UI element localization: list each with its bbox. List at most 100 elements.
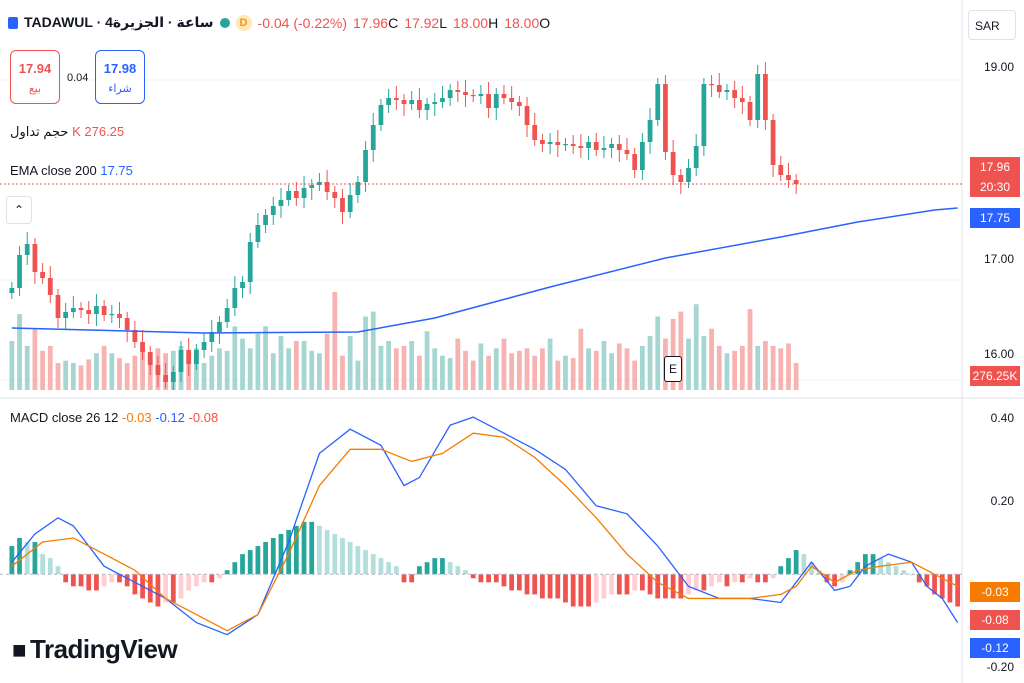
- candle-body: [455, 90, 461, 92]
- volume-bar: [232, 326, 238, 390]
- candle-body: [616, 144, 622, 150]
- volume-bar: [478, 343, 484, 390]
- candle-body: [286, 191, 292, 200]
- candle-body: [632, 154, 638, 170]
- candle-body: [147, 352, 153, 365]
- macd-tick: -0.20: [986, 660, 1014, 674]
- histogram-bar: [55, 566, 61, 575]
- candle-body: [578, 146, 584, 148]
- volume-bar: [378, 345, 384, 390]
- histogram-bar: [916, 574, 922, 583]
- candle-body: [393, 98, 399, 100]
- candle-body: [486, 94, 491, 108]
- volume-legend[interactable]: حجم تداول K 276.25: [10, 124, 124, 140]
- collapse-legend-button[interactable]: ⌃: [6, 196, 32, 224]
- ema-legend-label: EMA close 200: [10, 163, 97, 178]
- histogram-bar: [386, 562, 392, 575]
- volume-bar: [524, 348, 530, 390]
- candle-body: [693, 146, 699, 168]
- histogram-bar: [463, 570, 468, 575]
- buy-label: شراء: [108, 83, 132, 95]
- candle-body: [278, 200, 284, 206]
- volume-bar: [547, 338, 553, 390]
- histogram-bar: [101, 574, 107, 587]
- histogram-bar: [832, 574, 837, 587]
- histogram-bar: [639, 574, 645, 591]
- symbol-header: TADAWUL · 4ساعة · الجزيرة D -0.04 (-0.22…: [8, 14, 550, 31]
- candle-body: [647, 120, 653, 142]
- brand-name: TradingView: [30, 634, 178, 664]
- volume-bar: [578, 328, 584, 390]
- volume-bar: [739, 345, 745, 390]
- histogram-bar: [63, 574, 69, 583]
- candle-body: [770, 120, 776, 165]
- volume-bar: [286, 348, 292, 390]
- candle-body: [78, 308, 84, 310]
- histogram-bar: [909, 574, 914, 576]
- earnings-badge[interactable]: E: [664, 356, 682, 382]
- candle-body: [40, 272, 45, 278]
- buy-button[interactable]: 17.98 شراء: [95, 50, 145, 104]
- volume-bar: [655, 316, 661, 390]
- candle-body: [270, 206, 276, 215]
- volume-bar: [563, 355, 568, 390]
- histogram-bar: [132, 574, 138, 595]
- candle-body: [355, 182, 361, 195]
- ema-legend[interactable]: EMA close 200 17.75: [10, 163, 133, 178]
- volume-bar: [601, 341, 607, 390]
- change-value: -0.04 (-0.22%): [257, 14, 348, 31]
- volume-bar: [509, 353, 515, 390]
- histogram-bar: [332, 533, 338, 575]
- volume-legend-label: حجم تداول: [10, 124, 69, 139]
- histogram-bar: [124, 574, 130, 587]
- candle-body: [163, 375, 169, 382]
- candle-body: [32, 244, 38, 272]
- histogram-bar: [770, 574, 776, 579]
- histogram-bar: [355, 546, 361, 575]
- histogram-bar: [932, 574, 937, 595]
- macd-legend[interactable]: MACD close 26 12 -0.03 -0.12 -0.08: [10, 410, 218, 425]
- volume-bar: [632, 360, 638, 390]
- volume-bar: [555, 360, 561, 390]
- histogram-bar: [516, 574, 522, 591]
- sell-button[interactable]: 17.94 بيع: [10, 50, 60, 104]
- volume-bar: [486, 355, 491, 390]
- volume-bar: [778, 348, 784, 390]
- candle-body: [209, 332, 215, 342]
- candle-body: [132, 330, 138, 342]
- candle-body: [493, 94, 499, 108]
- volume-bar: [301, 341, 307, 390]
- candle-body: [447, 90, 453, 98]
- volume-bar: [763, 341, 768, 390]
- volume-bar: [140, 345, 145, 390]
- tv-logo-icon: ■: [12, 637, 27, 664]
- volume-tag: 276.25K: [970, 366, 1020, 386]
- volume-bar: [401, 345, 407, 390]
- histogram-bar: [255, 546, 261, 575]
- histogram-bar: [647, 574, 653, 595]
- histogram-bar: [293, 525, 299, 575]
- histogram-bar: [763, 574, 768, 583]
- currency-selector[interactable]: SAR: [968, 10, 1016, 40]
- candle-body: [509, 98, 515, 102]
- sell-price: 17.94: [18, 61, 52, 76]
- symbol-title[interactable]: TADAWUL · 4ساعة · الجزيرة: [24, 14, 214, 30]
- candle-body: [716, 85, 722, 92]
- volume-bar: [593, 350, 599, 390]
- candle-body: [432, 102, 438, 104]
- histogram-bar: [409, 574, 415, 583]
- volume-bar: [747, 309, 753, 390]
- histogram-bar: [416, 566, 422, 575]
- histogram-bar: [147, 574, 153, 603]
- histogram-bar: [524, 574, 530, 595]
- histogram-bar: [709, 574, 714, 587]
- histogram-bar: [755, 574, 761, 583]
- macd-line: [11, 416, 959, 636]
- volume-bar: [570, 358, 576, 390]
- ema-200-line: [11, 207, 958, 334]
- candle-body: [763, 74, 768, 120]
- histogram-bar: [109, 574, 115, 583]
- volume-bar: [309, 350, 315, 390]
- interval-badge[interactable]: D: [235, 14, 252, 31]
- volume-bar: [424, 331, 430, 390]
